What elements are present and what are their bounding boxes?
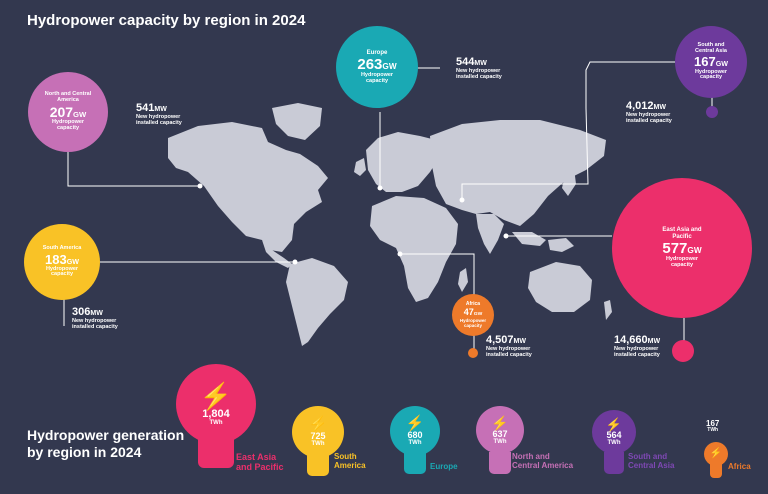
generation-unit: TWh (209, 419, 223, 426)
new-capacity-value: 541 (136, 102, 155, 114)
new-capacity-label: New hydropower installed capacity (486, 346, 532, 359)
new-capacity-value: 14,660 (614, 334, 648, 346)
capacity-label: Hydropower capacity (665, 256, 699, 268)
bulb-base (710, 464, 722, 478)
bulb-base (307, 454, 329, 476)
bulb-north-central-america: ⚡ 637 TWh North and Central America (476, 404, 616, 494)
map-landmass (168, 103, 612, 346)
capacity-label: Hydropower capacity (459, 317, 487, 328)
generation-value: 167 (706, 419, 720, 428)
generation-value: 725 (310, 431, 326, 441)
new-capacity-value: 4,507 (486, 334, 514, 346)
new-capacity-value: 4,012 (626, 100, 654, 112)
bulb-base (404, 452, 426, 474)
bubble-east-asia-pacific: East Asia and Pacific 577GW Hydropower c… (612, 178, 752, 318)
lightning-bolt-icon: ⚡ (605, 417, 623, 432)
region-name: East Asia and Pacific (662, 227, 702, 240)
generation-region-label: South America (334, 452, 366, 471)
bubble-north-central-america: North and Central America 207GW Hydropow… (28, 72, 108, 152)
generation-region-label: Africa (728, 462, 751, 471)
connector-lines (63, 61, 713, 350)
stat-south-america: 306MW New hydropower installed capacity (72, 306, 128, 331)
connector-africa (400, 253, 475, 296)
new-capacity-label: New hydropower installed capacity (626, 112, 672, 125)
new-capacity-label: New hydropower installed capacity (614, 346, 660, 359)
generation-unit: TWh (408, 440, 422, 446)
stat-east-asia-pacific: 14,660MW New hydropower installed capaci… (614, 334, 668, 359)
bubble-africa: Africa 47GW Hydropower capacity (452, 294, 494, 336)
generation-unit: TWh (493, 438, 507, 445)
capacity-value: 263GW (357, 55, 397, 73)
bubble-south-central-asia: South and Central Asia 167GW Hydropower … (675, 26, 747, 98)
generation-value: 1,804 (202, 407, 230, 420)
lightning-bolt-icon: ⚡ (405, 415, 425, 432)
bulb-base (604, 452, 624, 474)
generation-region-label: East Asia and Pacific (236, 452, 284, 473)
new-capacity-label: New hydropower installed capacity (136, 114, 182, 127)
lightning-bolt-icon: ⚡ (199, 380, 233, 411)
bulb-europe: ⚡ 680 TWh Europe (390, 402, 480, 492)
stat-north-central-america: 541MW New hydropower installed capacity (136, 102, 192, 127)
bulb-base (489, 452, 511, 474)
region-name: Europe (366, 49, 388, 56)
region-name: South and Central Asia (695, 41, 727, 54)
capacity-value: 183GW (45, 251, 79, 267)
bulb-south-america: ⚡ 725 TWh South America (292, 402, 382, 492)
capacity-value: 207GW (49, 104, 87, 120)
capacity-value: 47GW (463, 306, 483, 317)
page-title: Hydropower capacity by region in 2024 (27, 12, 306, 29)
bubble-europe: Europe 263GW Hydropower capacity (336, 26, 418, 108)
bubble-south-america: South America 183GW Hydropower capacity (24, 224, 100, 300)
bulb-base (198, 438, 234, 468)
connector-endpoints (197, 183, 509, 265)
capacity-value: 577GW (662, 240, 702, 258)
capacity-label: Hydropower capacity (360, 71, 394, 84)
bulb-africa: 167 TWh ⚡ Africa (702, 420, 766, 492)
new-capacity-value: 544 (456, 56, 475, 68)
bulb-south-central-asia: ⚡ 564 TWh South and Central Asia (592, 408, 692, 494)
generation-title: Hydropower generation by region in 2024 (27, 427, 185, 460)
dot-south-central-asia (706, 106, 718, 118)
bulb-east-asia-pacific: ⚡ 1,804 TWh East Asia and Pacific (174, 360, 294, 490)
capacity-label: Hydropower capacity (45, 265, 79, 278)
stat-europe: 544MW New hydropower installed capacity (456, 56, 512, 81)
stat-south-central-asia: 4,012MW New hydropower installed capacit… (626, 100, 682, 125)
new-capacity-label: New hydropower installed capacity (456, 68, 502, 81)
capacity-label: Hydropower capacity (51, 119, 85, 131)
generation-value: 564 (606, 430, 622, 440)
generation-region-label: South and Central Asia (628, 452, 675, 471)
new-capacity-value: 306 (72, 306, 91, 318)
capacity-value: 167GW (694, 54, 728, 70)
region-name: North and Central America (44, 91, 92, 104)
generation-region-label: North and Central America (512, 452, 574, 471)
capacity-label: Hydropower capacity (694, 68, 728, 81)
region-name: Africa (465, 300, 481, 307)
dot-africa (468, 348, 478, 358)
dot-east-asia-pacific (672, 340, 694, 362)
lightning-bolt-icon: ⚡ (709, 448, 723, 459)
generation-unit: TWh (311, 441, 325, 447)
stat-africa: 4,507MW New hydropower installed capacit… (486, 334, 542, 359)
generation-unit: TWh (707, 427, 719, 433)
lightning-bolt-icon: ⚡ (491, 414, 509, 431)
generation-unit: TWh (607, 440, 621, 446)
generation-value-block: 167 TWh (706, 420, 719, 433)
generation-value: 680 (407, 430, 423, 440)
region-name: South America (42, 244, 82, 251)
lightning-bolt-icon: ⚡ (308, 416, 328, 433)
connector-south-central-asia (461, 61, 679, 200)
new-capacity-label: New hydropower installed capacity (72, 318, 118, 331)
connector-north-central-america (67, 148, 200, 187)
generation-region-label: Europe (430, 462, 458, 471)
generation-value: 637 (492, 428, 508, 439)
